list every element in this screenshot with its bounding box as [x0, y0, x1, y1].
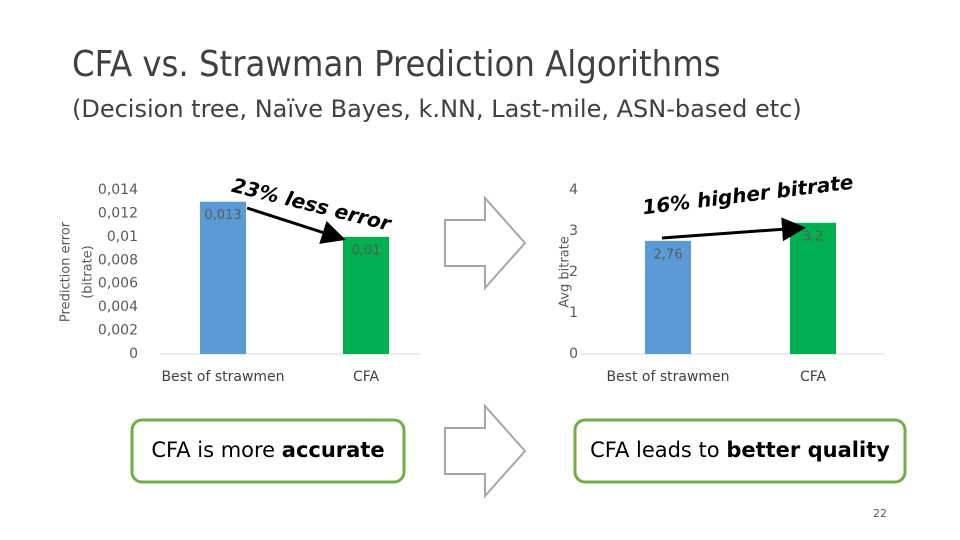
slide-subtitle: (Decision tree, Naïve Bayes, k.NN, Last-… — [72, 95, 802, 123]
bar — [343, 236, 389, 354]
value-label: 0,013 — [204, 208, 241, 223]
summary-bold: accurate — [282, 438, 385, 462]
y-tick-label: 0,004 — [98, 299, 138, 315]
summary-bold: better quality — [726, 438, 890, 462]
y-tick-label: 3 — [569, 223, 578, 239]
summary-plain: CFA leads to — [590, 438, 720, 462]
slide-title: CFA vs. Strawman Prediction Algorithms — [72, 44, 721, 85]
y-tick-label: 1 — [569, 305, 578, 321]
y-tick-label: 4 — [569, 182, 578, 198]
y-axis-label: Avg bitrate — [558, 236, 573, 308]
y-tick-label: 0,008 — [98, 252, 138, 268]
bar — [200, 201, 246, 354]
summary-box — [573, 418, 907, 484]
bar — [645, 240, 691, 354]
x-tick-label: CFA — [353, 369, 380, 385]
y-tick-label: 0,014 — [98, 182, 138, 198]
y-axis-label: Prediction error — [59, 221, 74, 322]
arrow-icon — [444, 403, 527, 499]
value-label: 0,01 — [352, 243, 381, 258]
y-tick-label: 0 — [129, 346, 138, 362]
value-label: 3,2 — [803, 229, 824, 244]
y-tick-label: 0,01 — [107, 229, 138, 245]
annotation-arrow — [661, 217, 806, 242]
summary-plain: CFA is more — [151, 438, 275, 462]
y-tick-label: 0,002 — [98, 323, 138, 339]
arrow-icon — [444, 195, 527, 291]
x-tick-label: Best of strawmen — [161, 369, 284, 385]
x-tick-label: CFA — [800, 369, 827, 385]
summary-text: CFA leads to better quality — [590, 438, 890, 462]
annotation: 23% less error — [229, 173, 394, 236]
summary-text: CFA is more accurate — [151, 438, 384, 462]
y-tick-label: 0 — [569, 346, 578, 362]
y-tick-label: 2 — [569, 264, 578, 280]
summary-box — [130, 418, 406, 484]
value-label: 2,76 — [654, 247, 683, 262]
annotation: 16% higher bitrate — [641, 170, 854, 220]
y-tick-label: 0,006 — [98, 276, 138, 292]
y-axis-label: (bitrate) — [81, 245, 96, 299]
bar — [790, 222, 836, 354]
y-tick-label: 0,012 — [98, 205, 138, 221]
annotation-arrow — [246, 206, 346, 244]
page-number: 22 — [873, 507, 887, 520]
x-tick-label: Best of strawmen — [606, 369, 729, 385]
